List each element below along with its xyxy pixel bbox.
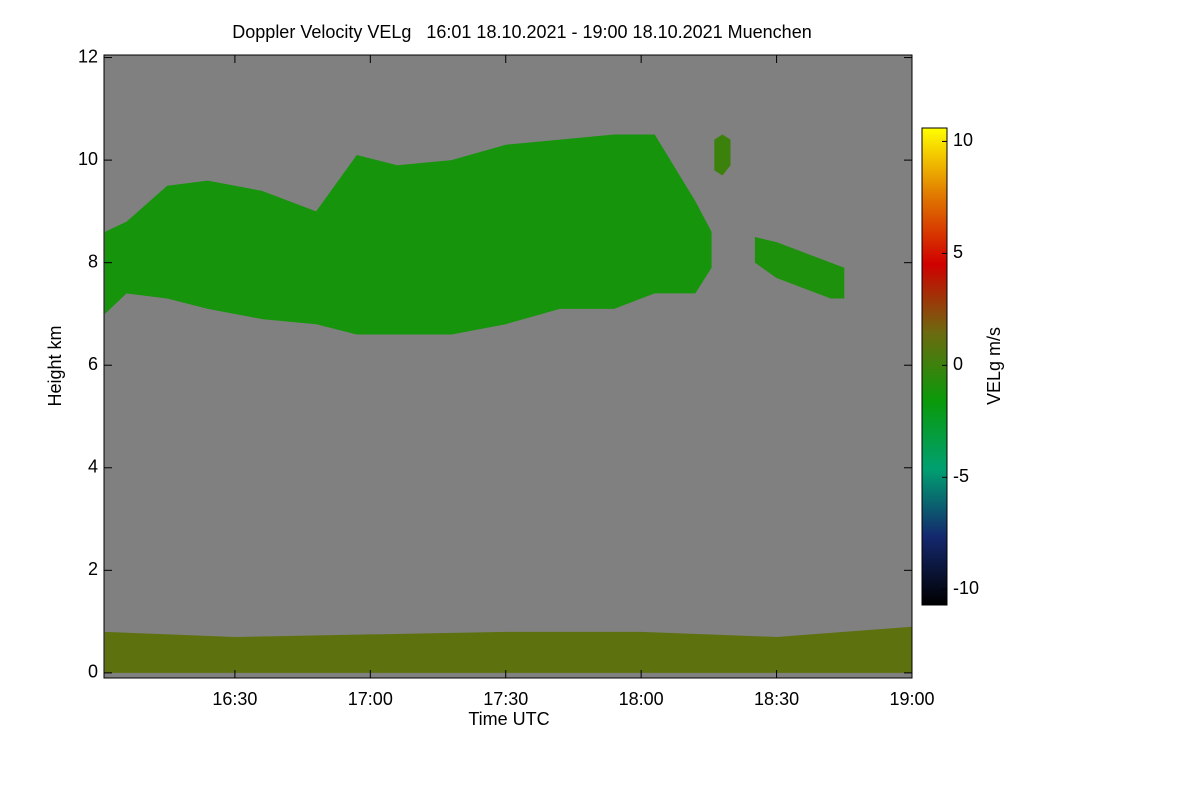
- velocity-region: [714, 134, 731, 176]
- colorbar-label: VELg m/s: [984, 327, 1004, 405]
- x-tick-label: 18:00: [619, 689, 664, 709]
- colorbar-tick-label: -5: [953, 466, 969, 486]
- y-tick-label: 6: [88, 354, 98, 374]
- velocity-region: [754, 237, 845, 299]
- x-axis-label: Time UTC: [468, 709, 549, 729]
- plot-frame: [103, 54, 913, 679]
- colorbar-tick-label: 0: [953, 354, 963, 374]
- y-tick-label: 0: [88, 662, 98, 682]
- y-tick-label: 8: [88, 251, 98, 271]
- x-tick-label: 16:30: [212, 689, 257, 709]
- colorbar-tick-label: 10: [953, 130, 973, 150]
- y-tick-label: 10: [78, 149, 98, 169]
- y-tick-label: 2: [88, 559, 98, 579]
- x-tick-label: 17:00: [348, 689, 393, 709]
- velocity-region: [104, 626, 912, 673]
- colorbar: [921, 127, 948, 606]
- colorbar-tick-label: 5: [953, 242, 963, 262]
- chart-title: Doppler Velocity VELg 16:01 18.10.2021 -…: [232, 22, 811, 42]
- x-tick-label: 17:30: [483, 689, 528, 709]
- velocity-region: [104, 134, 712, 335]
- colorbar-tick-label: -10: [953, 578, 979, 598]
- x-tick-label: 19:00: [889, 689, 934, 709]
- y-tick-label: 12: [78, 46, 98, 66]
- x-tick-label: 18:30: [754, 689, 799, 709]
- y-tick-label: 4: [88, 457, 98, 477]
- y-axis-label: Height km: [45, 325, 65, 406]
